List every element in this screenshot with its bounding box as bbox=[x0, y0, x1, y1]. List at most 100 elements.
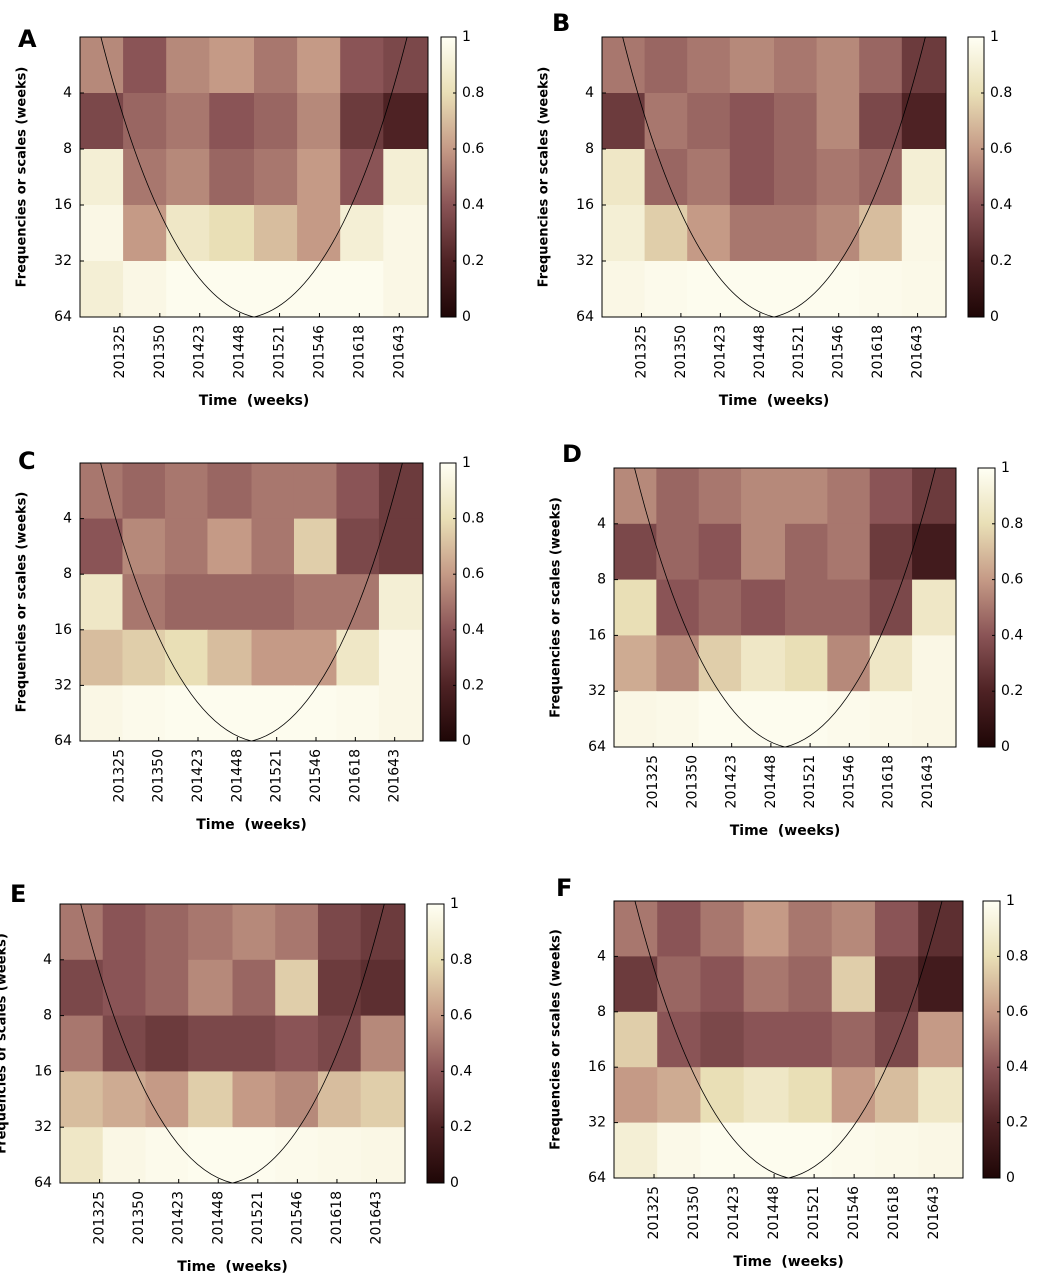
heat-cell bbox=[774, 93, 818, 150]
heat-cell bbox=[232, 1127, 276, 1184]
heat-cell bbox=[232, 904, 276, 961]
y-tick-label: 64 bbox=[576, 309, 594, 325]
colorbar-tick-label: 0 bbox=[1001, 739, 1010, 755]
heat-cell bbox=[166, 149, 210, 206]
heat-cell bbox=[232, 1071, 276, 1128]
heat-cell bbox=[80, 574, 123, 631]
colorbar-tick-label: 0.6 bbox=[990, 141, 1012, 157]
x-tick-label: 201448 bbox=[210, 1191, 226, 1244]
heat-cell bbox=[207, 463, 252, 520]
heat-cell bbox=[785, 468, 828, 525]
heat-cell bbox=[827, 691, 871, 748]
x-tick-label: 201546 bbox=[311, 325, 327, 379]
heat-cell bbox=[874, 956, 919, 1013]
colorbar-tick-label: 0.2 bbox=[462, 253, 484, 269]
heat-cell bbox=[209, 261, 255, 318]
x-tick-label: 201643 bbox=[920, 755, 936, 808]
y-tick-label: 8 bbox=[585, 141, 594, 157]
y-tick-label: 4 bbox=[597, 948, 606, 964]
heat-cell bbox=[831, 956, 876, 1013]
x-tick-label: 201423 bbox=[726, 1186, 742, 1239]
heat-cell bbox=[614, 901, 658, 957]
colorbar-tick-label: 0.8 bbox=[462, 511, 484, 527]
x-axis-label: Time (weeks) bbox=[730, 823, 841, 839]
x-tick-label: 201521 bbox=[806, 1186, 822, 1239]
x-tick-label: 201521 bbox=[272, 325, 288, 378]
colorbar-tick-label: 0.6 bbox=[1006, 1004, 1028, 1020]
heat-cell bbox=[340, 261, 384, 318]
panel-label: F bbox=[556, 874, 572, 902]
heat-cell bbox=[644, 205, 688, 262]
heat-cell bbox=[918, 901, 964, 957]
heat-cell bbox=[901, 37, 947, 94]
heat-cell bbox=[743, 1122, 789, 1179]
heat-cell bbox=[901, 93, 947, 150]
heat-cell bbox=[80, 205, 124, 262]
heat-cell bbox=[80, 37, 124, 94]
colorbar-tick-label: 0.6 bbox=[462, 141, 484, 157]
heat-cell bbox=[729, 93, 775, 150]
heat-cell bbox=[700, 1067, 745, 1124]
heat-cell bbox=[293, 685, 337, 742]
heat-cell bbox=[912, 691, 957, 748]
heat-cell bbox=[123, 261, 167, 318]
heat-cell bbox=[207, 574, 252, 631]
heat-cell bbox=[741, 691, 786, 748]
heat-cell bbox=[275, 959, 319, 1017]
heat-cell bbox=[164, 629, 208, 686]
heat-cell bbox=[188, 1015, 233, 1072]
heat-cell bbox=[644, 37, 688, 94]
y-axis-label: Frequencies or scales (weeks) bbox=[549, 929, 564, 1150]
heat-cell bbox=[831, 1067, 876, 1124]
x-tick-label: 201643 bbox=[387, 749, 403, 802]
heat-cell bbox=[336, 518, 380, 575]
heat-cell bbox=[687, 261, 731, 318]
heat-cell bbox=[774, 149, 818, 206]
heat-cell bbox=[729, 149, 775, 206]
y-axis-label: Frequencies or scales (weeks) bbox=[15, 492, 30, 713]
x-tick-label: 201350 bbox=[686, 1186, 702, 1239]
heat-cell bbox=[644, 93, 688, 150]
heat-cell bbox=[827, 635, 871, 692]
x-tick-label: 201325 bbox=[633, 325, 649, 378]
heat-cell bbox=[378, 463, 424, 520]
y-axis-label: Frequencies or scales (weeks) bbox=[537, 67, 552, 288]
colorbar-tick-label: 0 bbox=[462, 309, 471, 325]
colorbar-tick-label: 1 bbox=[1006, 893, 1015, 909]
heat-cell bbox=[602, 93, 646, 150]
heat-cell bbox=[317, 1127, 362, 1184]
heat-cell bbox=[80, 93, 124, 150]
colorbar-tick-label: 0.8 bbox=[1001, 516, 1023, 532]
y-tick-label: 16 bbox=[588, 1059, 606, 1075]
x-tick-label: 201423 bbox=[171, 1191, 187, 1244]
heat-cell bbox=[614, 635, 657, 692]
heat-cell bbox=[340, 93, 384, 150]
x-tick-label: 201448 bbox=[766, 1186, 782, 1239]
heat-cell bbox=[656, 523, 700, 581]
heat-cell bbox=[816, 149, 860, 206]
heat-cell bbox=[336, 463, 380, 520]
heat-cell bbox=[657, 901, 701, 957]
colorbar bbox=[439, 462, 457, 742]
x-tick-label: 201618 bbox=[347, 749, 363, 802]
heat-cell bbox=[383, 149, 429, 206]
plot-frame bbox=[79, 462, 424, 742]
heat-cell bbox=[122, 518, 166, 575]
heat-cell bbox=[874, 901, 919, 957]
heat-cell bbox=[164, 685, 208, 742]
panel-label: A bbox=[18, 25, 37, 53]
x-axis-label: Time (weeks) bbox=[177, 1259, 288, 1275]
heat-cell bbox=[317, 904, 362, 961]
y-tick-label: 4 bbox=[63, 85, 72, 101]
heat-cell bbox=[859, 93, 903, 150]
heat-cell bbox=[831, 1011, 876, 1068]
heat-cell bbox=[614, 1011, 658, 1068]
heat-cell bbox=[614, 579, 657, 636]
panel: 4 8 16 32 64 201325 201350 201423 201448 201521 20… bbox=[15, 447, 485, 833]
heat-cell bbox=[60, 1127, 104, 1184]
heat-cell bbox=[378, 518, 424, 575]
heat-cell bbox=[254, 37, 298, 94]
heat-cell bbox=[869, 523, 913, 581]
heat-cell bbox=[122, 629, 166, 686]
heat-cell bbox=[700, 901, 745, 957]
